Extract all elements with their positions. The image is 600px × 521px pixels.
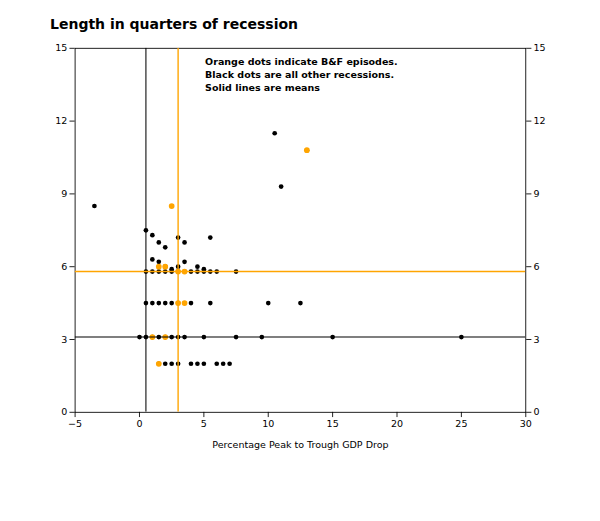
svg-text:20: 20 [391,418,403,429]
svg-text:30: 30 [520,418,532,429]
svg-text:15: 15 [327,418,339,429]
svg-text:12: 12 [55,115,67,126]
svg-text:6: 6 [61,261,67,272]
svg-text:Percentage Peak to Trough GDP: Percentage Peak to Trough GDP Drop [212,439,388,450]
svg-text:−5: −5 [68,418,82,429]
svg-text:0: 0 [534,406,540,417]
svg-text:25: 25 [455,418,467,429]
svg-text:5: 5 [201,418,207,429]
html-text:Length in quarters of recessio: Length in quarters of recession [50,16,298,32]
svg-text:15: 15 [55,42,67,53]
svg-text:6: 6 [534,261,540,272]
svg-text:12: 12 [534,115,546,126]
svg-text:0: 0 [136,418,142,429]
svg-text:Orange dots indicate B&F episo: Orange dots indicate B&F episodes.Black … [205,56,398,94]
svg-text:10: 10 [262,418,274,429]
svg-text:9: 9 [534,188,540,199]
svg-text:15: 15 [534,42,546,53]
svg-text:0: 0 [61,406,67,417]
svg-text:3: 3 [534,334,540,345]
svg-text:3: 3 [61,334,67,345]
svg-text:9: 9 [61,188,67,199]
